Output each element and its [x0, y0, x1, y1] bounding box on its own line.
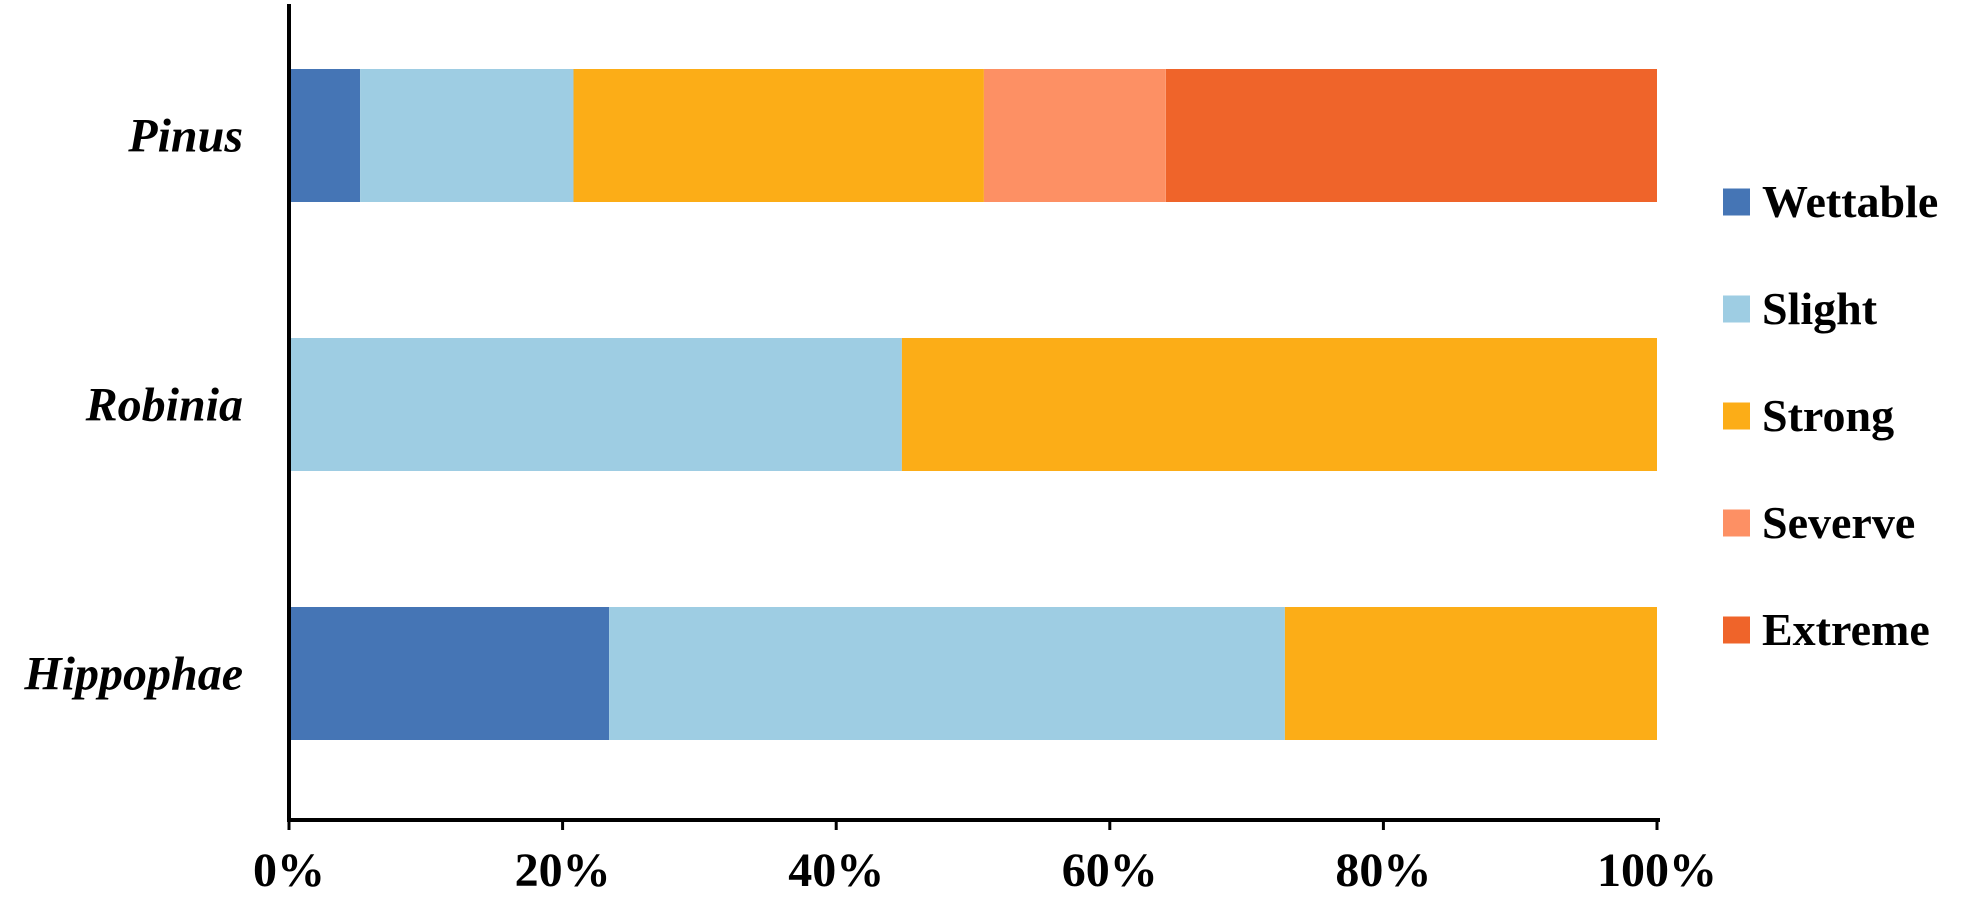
- bars-layer: [289, 69, 1657, 740]
- category-label-robinia: Robinia: [85, 379, 243, 432]
- category-label-pinus: Pinus: [127, 110, 243, 163]
- x-tick-label: 20%: [515, 844, 611, 892]
- bar-pinus-slight: [360, 69, 574, 202]
- legend-swatch-strong: [1723, 402, 1750, 430]
- legend-label-slight: Slight: [1762, 283, 1878, 334]
- legend-swatch-extreme: [1723, 616, 1750, 644]
- axes-layer: [287, 4, 1660, 822]
- bar-robinia-strong: [901, 338, 1657, 471]
- bar-hippophae-wettable: [289, 607, 610, 740]
- bar-hippophae-strong: [1284, 607, 1657, 740]
- bar-hippophae-slight: [609, 607, 1285, 740]
- ticks-layer: 0% 20% 40% 60% 80% 100%: [253, 820, 1717, 897]
- bar-pinus-severve: [983, 69, 1166, 202]
- bar-robinia-slight: [289, 338, 902, 471]
- category-label-hippophae: Hippophae: [23, 648, 243, 701]
- x-tick-label: 60%: [1062, 844, 1158, 892]
- legend-label-strong: Strong: [1762, 390, 1894, 441]
- category-labels: Pinus Robinia Hippophae: [23, 110, 243, 701]
- x-tick-label: 100%: [1597, 844, 1717, 892]
- legend: Wettable Slight Strong Severve Extreme: [1723, 176, 1938, 655]
- legend-swatch-slight: [1723, 295, 1750, 323]
- legend-swatch-severve: [1723, 509, 1750, 537]
- bar-pinus-strong: [573, 69, 984, 202]
- bar-pinus-wettable: [289, 69, 361, 202]
- x-tick-label: 0%: [253, 844, 325, 892]
- legend-label-wettable: Wettable: [1762, 176, 1938, 227]
- legend-label-extreme: Extreme: [1762, 604, 1930, 655]
- legend-label-severve: Severve: [1762, 497, 1915, 548]
- bar-pinus-extreme: [1165, 69, 1657, 202]
- x-tick-label: 40%: [788, 844, 884, 892]
- x-tick-label: 80%: [1335, 844, 1431, 892]
- legend-swatch-wettable: [1723, 188, 1750, 216]
